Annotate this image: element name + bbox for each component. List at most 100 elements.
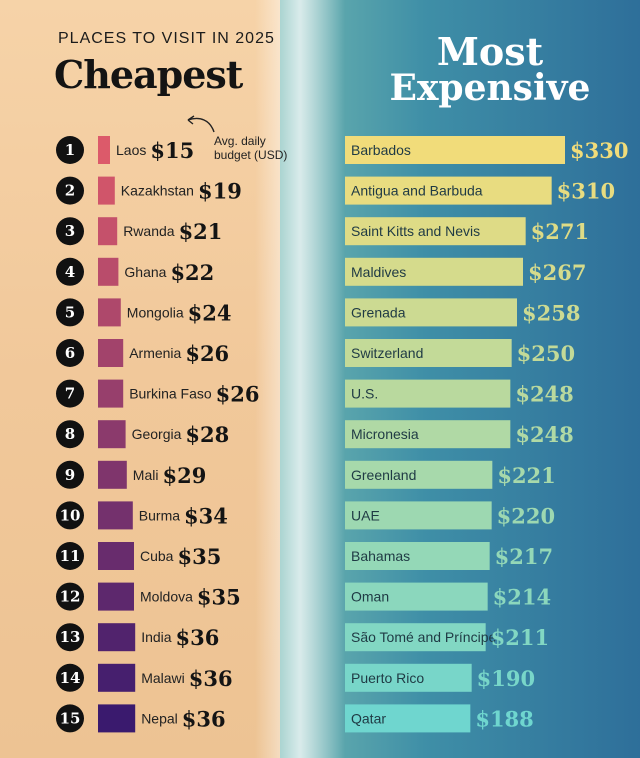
cheap-value-label: $24 <box>188 300 232 325</box>
expensive-country-label: Maldives <box>351 264 406 280</box>
expensive-bar <box>345 420 511 449</box>
rank-badge <box>56 663 84 692</box>
cheap-country-label: Mali <box>133 467 159 483</box>
rank-badge <box>56 298 84 327</box>
rank-number: 1 <box>65 141 75 159</box>
cheap-value-label: $26 <box>216 382 260 407</box>
cheap-value-label: $35 <box>197 585 241 610</box>
cheapest-title: Cheapest <box>54 52 243 97</box>
cheap-bar <box>98 176 115 205</box>
cheap-value-label: $36 <box>189 666 233 691</box>
expensive-title: Most Expensive <box>360 29 620 109</box>
expensive-value-label: $220 <box>497 503 555 528</box>
expensive-country-label: Grenada <box>351 304 406 320</box>
budget-note-line2: budget (USD) <box>214 148 288 162</box>
cheap-value-label: $19 <box>198 179 242 204</box>
cheap-bar <box>98 339 124 367</box>
rank-number: 13 <box>60 628 81 646</box>
expensive-value-label: $248 <box>515 422 573 447</box>
expensive-country-label: Antigua and Barbuda <box>351 183 483 199</box>
kicker-text: PLACES TO VISIT IN 2025 <box>58 30 275 47</box>
expensive-bar <box>345 257 523 286</box>
expensive-bar <box>345 298 517 327</box>
wave-foam <box>255 0 345 758</box>
cheap-bar <box>98 663 136 692</box>
cheap-country-label: Cuba <box>140 548 174 564</box>
cheap-country-label: Malawi <box>141 670 185 686</box>
expensive-value-label: $248 <box>515 382 573 407</box>
rank-badge <box>56 257 84 286</box>
rank-number: 14 <box>60 669 81 687</box>
rank-number: 6 <box>65 344 75 362</box>
expensive-country-label: Switzerland <box>351 345 423 361</box>
expensive-country-label: Micronesia <box>351 426 419 442</box>
expensive-value-label: $250 <box>517 341 575 366</box>
expensive-value-label: $221 <box>497 463 555 488</box>
cheap-value-label: $36 <box>176 625 220 650</box>
expensive-country-label: UAE <box>351 507 380 523</box>
expensive-value-label: $188 <box>475 706 533 731</box>
cheap-value-label: $28 <box>185 422 229 447</box>
rank-badge <box>56 460 84 489</box>
expensive-bar <box>345 379 511 408</box>
cheap-country-label: Armenia <box>129 345 181 361</box>
expensive-bar <box>345 623 486 652</box>
cheap-value-label: $36 <box>182 706 226 731</box>
rank-badge <box>56 623 84 652</box>
expensive-value-label: $310 <box>557 179 615 204</box>
curved-arrow-icon <box>187 115 215 133</box>
cheap-bar <box>98 420 126 449</box>
cheap-value-label: $29 <box>162 463 206 488</box>
cheap-bar <box>98 379 124 408</box>
rank-badge <box>56 136 84 164</box>
cheap-country-label: Laos <box>116 142 146 158</box>
rank-number: 8 <box>65 425 75 443</box>
rank-number: 4 <box>65 263 75 281</box>
cheap-country-label: Georgia <box>132 426 182 442</box>
expensive-title-line1: Most <box>436 29 544 74</box>
rank-badge <box>56 217 84 246</box>
cheap-country-label: Burkina Faso <box>129 386 212 402</box>
expensive-bar <box>345 176 552 205</box>
rank-number: 9 <box>65 466 75 484</box>
rank-number: 12 <box>60 588 81 606</box>
cheap-bar <box>98 257 119 286</box>
cheap-bar <box>98 460 127 489</box>
budget-note: Avg. daily budget (USD) <box>214 134 287 162</box>
expensive-bar <box>345 217 526 246</box>
rank-badge <box>56 420 84 449</box>
rank-number: 15 <box>60 709 81 727</box>
expensive-bar <box>345 460 493 489</box>
rank-badge <box>56 542 84 570</box>
rank-badge <box>56 176 84 205</box>
expensive-country-label: Oman <box>351 589 389 605</box>
expensive-country-label: Qatar <box>351 710 386 726</box>
cheap-country-label: Moldova <box>140 589 193 605</box>
expensive-country-label: U.S. <box>351 386 378 402</box>
cheap-value-label: $15 <box>150 138 194 163</box>
cheap-bar <box>98 542 134 570</box>
cheap-value-label: $34 <box>184 503 228 528</box>
expensive-country-label: Puerto Rico <box>351 670 424 686</box>
cheap-country-label: Kazakhstan <box>121 183 194 199</box>
cheap-bar <box>98 582 134 611</box>
cheap-bar <box>98 217 118 246</box>
expensive-country-label: Greenland <box>351 467 416 483</box>
rank-number: 10 <box>60 506 81 524</box>
cheap-country-label: Nepal <box>141 710 178 726</box>
cheap-value-label: $26 <box>185 341 229 366</box>
rank-number: 5 <box>65 303 75 321</box>
expensive-title-line2: Expensive <box>389 67 591 109</box>
expensive-value-label: $217 <box>495 544 553 569</box>
expensive-value-label: $211 <box>491 625 549 650</box>
cheap-country-label: Burma <box>139 507 180 523</box>
expensive-value-label: $214 <box>493 585 551 610</box>
cheap-bar <box>98 298 121 327</box>
expensive-country-label: Bahamas <box>351 548 410 564</box>
expensive-bar <box>345 136 565 164</box>
expensive-bar <box>345 339 512 367</box>
expensive-bar <box>345 663 472 692</box>
rank-badge <box>56 339 84 367</box>
rank-badge <box>56 582 84 611</box>
cheap-value-label: $35 <box>177 544 221 569</box>
